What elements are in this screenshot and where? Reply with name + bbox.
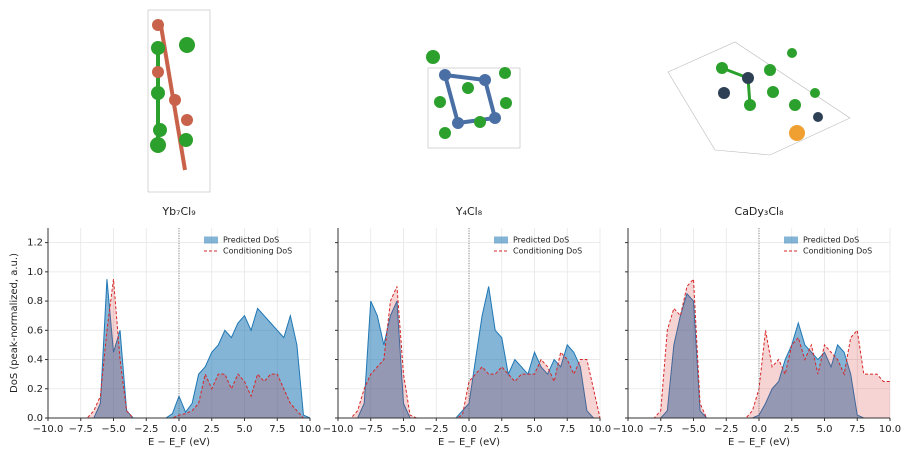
- structure-y4cl8: [426, 50, 521, 149]
- x-tick-label: 7.5: [269, 424, 285, 435]
- x-tick-label: −7.5: [649, 424, 673, 435]
- x-tick-label: −7.5: [359, 424, 383, 435]
- y-axis-label: DoS (peak-normalized, a.u.): [9, 253, 20, 393]
- x-tick-label: −5.0: [681, 424, 705, 435]
- x-tick-label: −5.0: [391, 424, 415, 435]
- area-fill: [48, 279, 310, 418]
- x-tick-label: −2.5: [134, 424, 158, 435]
- x-tick-label: 10.0: [589, 424, 611, 435]
- x-tick-label: 10.0: [299, 424, 321, 435]
- y-tick-label: 0.8: [27, 296, 43, 307]
- x-tick-label: 7.5: [849, 424, 865, 435]
- x-axis-label: E − E_F (eV): [438, 437, 500, 448]
- x-tick-label: −2.5: [714, 424, 738, 435]
- y-tick-label: 0.2: [27, 384, 43, 395]
- x-tick-label: −10.0: [33, 424, 64, 435]
- x-tick-label: 2.5: [494, 424, 510, 435]
- x-tick-label: 2.5: [204, 424, 220, 435]
- x-tick-label: 5.0: [817, 424, 833, 435]
- legend-label: Predicted DoS: [513, 236, 569, 245]
- panel-title: CaDy₃Cl₈: [735, 205, 785, 218]
- x-tick-label: 0.0: [751, 424, 767, 435]
- legend-label: Conditioning DoS: [223, 247, 292, 256]
- x-tick-label: −5.0: [101, 424, 125, 435]
- area-fill: [628, 279, 890, 418]
- y-tick-label: 0.6: [27, 325, 43, 336]
- legend-swatch: [494, 236, 508, 244]
- x-tick-label: 5.0: [237, 424, 253, 435]
- x-tick-label: −10.0: [613, 424, 644, 435]
- x-tick-label: 5.0: [527, 424, 543, 435]
- structure-cady3cl8: [667, 41, 851, 156]
- area-fill: [628, 293, 890, 418]
- x-tick-label: −2.5: [424, 424, 448, 435]
- y-tick-label: 0.4: [27, 355, 43, 366]
- legend-swatch: [784, 236, 798, 244]
- legend-label: Predicted DoS: [803, 236, 859, 245]
- line: [48, 279, 310, 419]
- x-tick-label: 10.0: [879, 424, 901, 435]
- panel-title: Yb₇Cl₉: [161, 205, 195, 218]
- x-tick-label: −7.5: [69, 424, 93, 435]
- y-tick-label: 1.0: [27, 267, 43, 278]
- structure-yb7cl9: [147, 9, 211, 193]
- x-tick-label: 2.5: [784, 424, 800, 435]
- x-axis-label: E − E_F (eV): [148, 437, 210, 448]
- panel-title: Y₄Cl₈: [455, 205, 483, 218]
- area-fill: [338, 286, 600, 418]
- x-tick-label: 7.5: [559, 424, 575, 435]
- legend-label: Conditioning DoS: [513, 247, 582, 256]
- y-tick-label: 1.2: [27, 238, 43, 249]
- legend-swatch: [204, 236, 218, 244]
- legend-label: Predicted DoS: [223, 236, 279, 245]
- legend-label: Conditioning DoS: [803, 247, 872, 256]
- x-tick-label: −10.0: [323, 424, 354, 435]
- area-fill: [48, 279, 310, 418]
- y-tick-label: 0.0: [27, 413, 43, 424]
- area-fill: [338, 286, 600, 418]
- x-tick-label: 0.0: [461, 424, 477, 435]
- x-axis-label: E − E_F (eV): [728, 437, 790, 448]
- x-tick-label: 0.0: [171, 424, 187, 435]
